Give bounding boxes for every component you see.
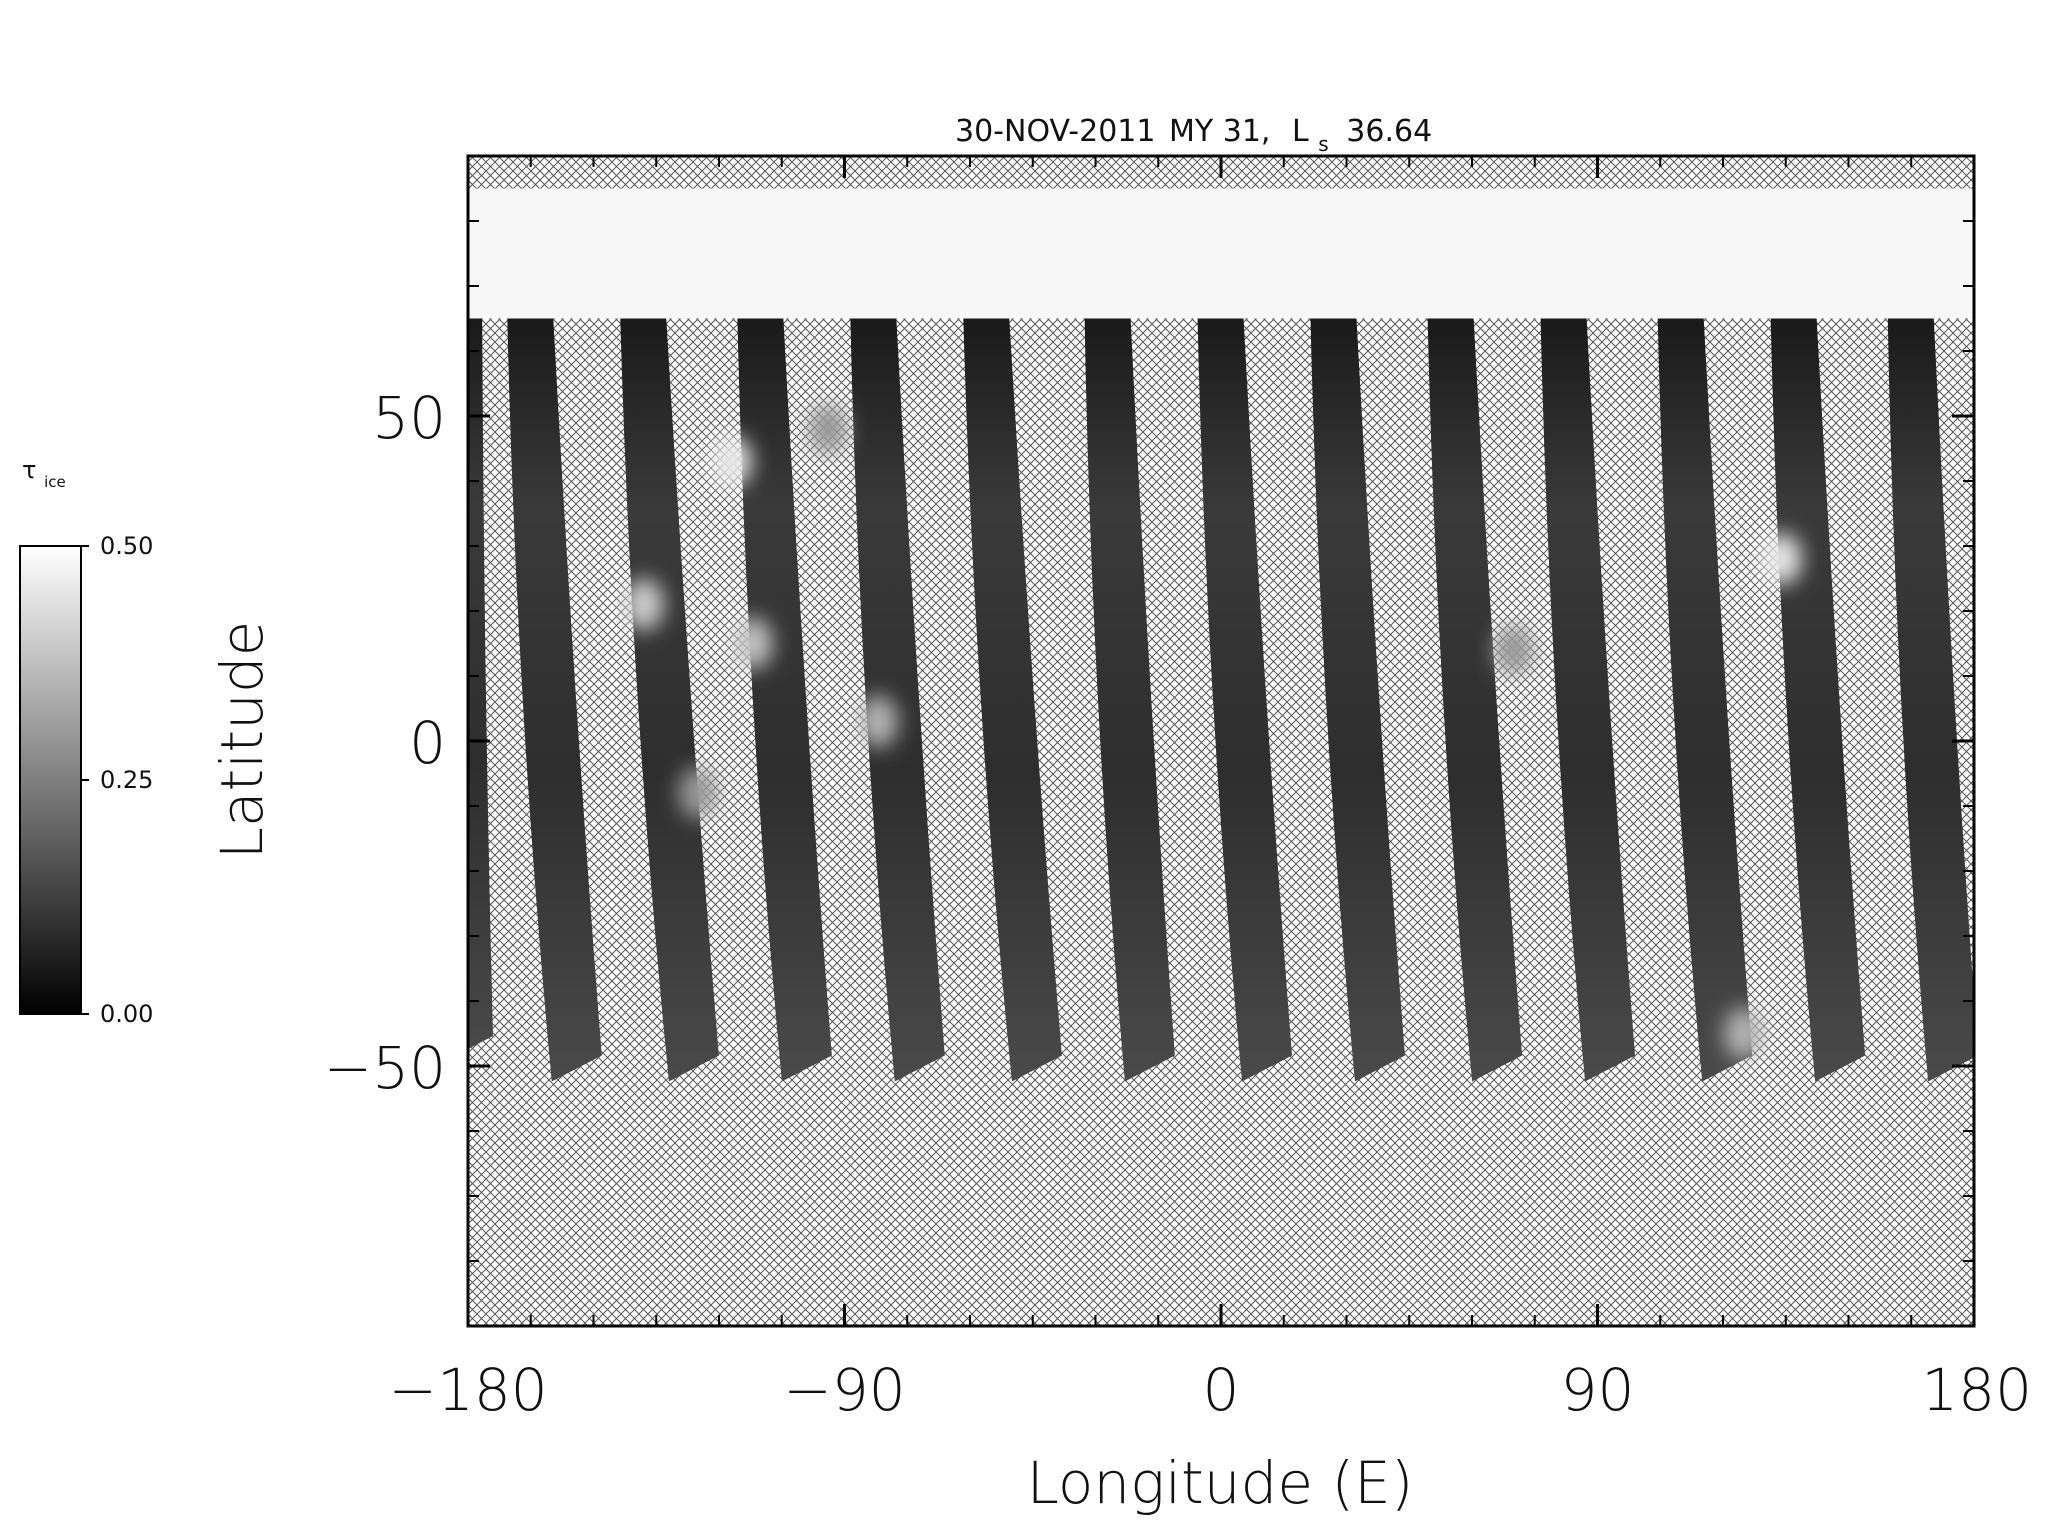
ice-cloud-patch xyxy=(678,767,719,819)
y-tick-label: 0 xyxy=(409,709,446,777)
swath xyxy=(468,318,493,1049)
swath xyxy=(1770,318,1866,1082)
colorbar-label: τ ice xyxy=(22,456,66,491)
ice-cloud-patch xyxy=(1761,533,1802,585)
swath xyxy=(963,318,1062,1082)
swath xyxy=(1084,318,1175,1082)
svg-text:30-NOV-2011 MY 31,: 30-NOV-2011 MY 31, L s 36.64 xyxy=(955,114,1432,159)
x-tick-label: 0 xyxy=(1203,1356,1240,1424)
ice-cloud-patch xyxy=(711,435,752,488)
ice-cloud-patch xyxy=(1493,624,1534,676)
swath xyxy=(1887,318,1974,1082)
x-tick-label: 90 xyxy=(1561,1356,1635,1424)
swath xyxy=(737,318,832,1082)
swath xyxy=(507,318,602,1082)
x-tick-label: −90 xyxy=(783,1356,905,1424)
plot-area xyxy=(468,156,1974,1326)
ice-cloud-patch xyxy=(623,578,664,631)
colorbar-tick-label: 0.50 xyxy=(100,532,153,560)
swath xyxy=(1657,318,1753,1082)
ice-cloud-patch xyxy=(732,617,773,670)
swath xyxy=(1310,318,1405,1082)
y-axis-label: Latitude xyxy=(208,621,276,860)
x-axis-label: Longitude (E) xyxy=(1027,1449,1414,1517)
colorbar-label-symbol: τ xyxy=(22,456,36,484)
y-tick-label: 50 xyxy=(372,384,446,452)
swath xyxy=(1197,318,1293,1082)
title-ls-value: 36.64 xyxy=(1346,114,1432,149)
title-ls-symbol: L xyxy=(1292,114,1309,149)
swath xyxy=(1540,318,1636,1082)
ice-cloud-patch xyxy=(857,695,898,748)
colorbar-label-subscript: ice xyxy=(44,473,66,491)
title-ls-subscript: s xyxy=(1318,132,1328,156)
swath xyxy=(1427,318,1523,1082)
colorbar-tick-label: 0.00 xyxy=(100,1000,153,1028)
swath xyxy=(850,318,945,1082)
x-tick-label: −180 xyxy=(388,1356,547,1424)
title-mars-year: MY 31, xyxy=(1169,114,1270,149)
colorbar-tick-label: 0.25 xyxy=(100,766,153,794)
ice-cloud-patch xyxy=(807,403,848,455)
colorbar: τ ice 0.50 0.25 0.00 xyxy=(19,456,153,1028)
ice-cloud-patch xyxy=(1723,1007,1764,1060)
north-polar-cap xyxy=(468,188,1974,319)
title-date: 30-NOV-2011 xyxy=(955,114,1155,149)
chart-title: 30-NOV-2011 MY 31, L s 36.64 xyxy=(955,114,1432,159)
x-tick-label: 180 xyxy=(1921,1356,2032,1424)
swath xyxy=(620,318,719,1082)
y-tick-label: −50 xyxy=(324,1034,446,1102)
colorbar-gradient xyxy=(19,545,82,1015)
